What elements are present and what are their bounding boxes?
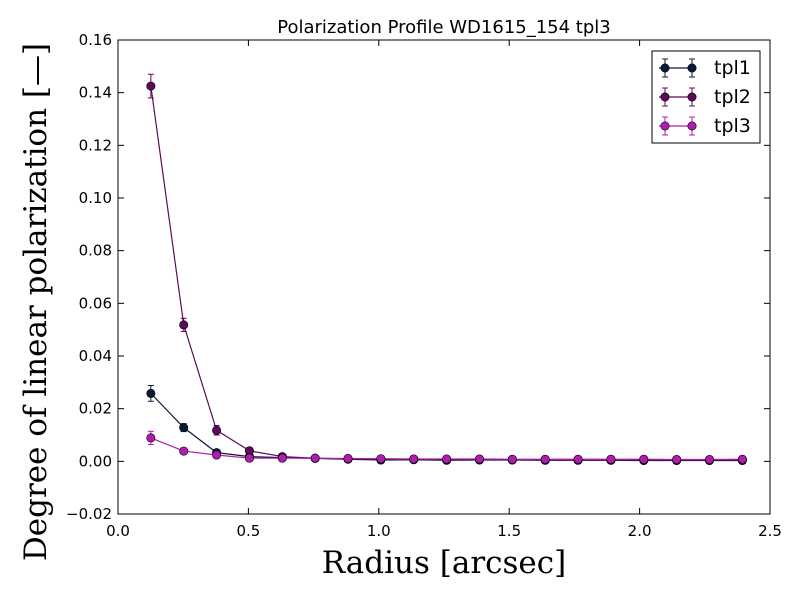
data-point xyxy=(244,453,254,463)
legend-entry-tpl2: tpl2 xyxy=(659,86,751,108)
data-point xyxy=(212,450,222,460)
legend-marker xyxy=(660,121,670,131)
series-tpl3 xyxy=(146,430,747,464)
data-point xyxy=(442,454,452,464)
y-tick-label: 0.04 xyxy=(79,347,112,365)
data-point xyxy=(737,454,747,464)
data-point xyxy=(639,454,649,464)
x-tick-label: 1.0 xyxy=(367,522,391,540)
data-point xyxy=(376,454,386,464)
legend-marker xyxy=(660,92,670,102)
data-point xyxy=(179,423,189,433)
data-point xyxy=(146,388,156,398)
series-tpl1 xyxy=(146,384,747,466)
legend-label-tpl1: tpl1 xyxy=(714,57,751,79)
x-tick-label: 0.0 xyxy=(106,522,130,540)
data-point xyxy=(507,454,517,464)
data-point xyxy=(540,454,550,464)
data-point xyxy=(672,454,682,464)
plot-frame xyxy=(117,39,771,515)
x-axis-label: Radius [arcsec] xyxy=(322,545,567,581)
data-point xyxy=(704,454,714,464)
data-point xyxy=(474,454,484,464)
y-tick-label: 0.12 xyxy=(79,136,112,154)
series-layer xyxy=(146,73,747,466)
legend-entry-tpl1: tpl1 xyxy=(659,57,751,79)
data-point xyxy=(573,454,583,464)
legend-label-tpl3: tpl3 xyxy=(714,115,751,137)
data-point xyxy=(277,453,287,463)
data-point xyxy=(146,433,156,443)
y-tick-label: 0.06 xyxy=(79,294,112,312)
chart-title: Polarization Profile WD1615_154 tpl3 xyxy=(277,17,611,38)
data-point xyxy=(179,320,189,330)
data-point xyxy=(409,454,419,464)
data-point xyxy=(343,453,353,463)
x-tick-label: 2.5 xyxy=(758,522,782,540)
y-tick-label: 0.16 xyxy=(79,31,112,49)
data-point xyxy=(310,453,320,463)
y-tick-label: −0.02 xyxy=(66,505,112,523)
x-tick-label: 0.5 xyxy=(236,522,260,540)
ticks-layer: 0.0 0.5 1.0 1.5 2.0 2.5 −0.02 0.00 0.02 0.04 0.06 0… xyxy=(66,31,782,540)
legend-marker xyxy=(660,63,670,73)
series-line-tpl1 xyxy=(150,392,743,462)
data-point xyxy=(606,454,616,464)
legend-entry-tpl3: tpl3 xyxy=(659,115,751,137)
y-tick-label: 0.08 xyxy=(79,242,112,260)
y-tick-label: 0.00 xyxy=(79,452,112,470)
y-tick-label: 0.10 xyxy=(79,189,112,207)
x-tick-label: 2.0 xyxy=(628,522,652,540)
legend-marker xyxy=(687,121,697,131)
x-tick-label: 1.5 xyxy=(497,522,521,540)
legend-marker xyxy=(687,92,697,102)
data-point xyxy=(146,81,156,91)
data-point xyxy=(212,425,222,435)
y-tick-label: 0.14 xyxy=(79,84,112,102)
data-point xyxy=(179,446,189,456)
y-axis-label: Degree of linear polarization [—] xyxy=(18,43,54,561)
legend-label-tpl2: tpl2 xyxy=(714,86,751,108)
legend: tpl1 tpl2 tpl3 xyxy=(651,50,761,144)
legend-marker xyxy=(687,63,697,73)
y-tick-label: 0.02 xyxy=(79,400,112,418)
